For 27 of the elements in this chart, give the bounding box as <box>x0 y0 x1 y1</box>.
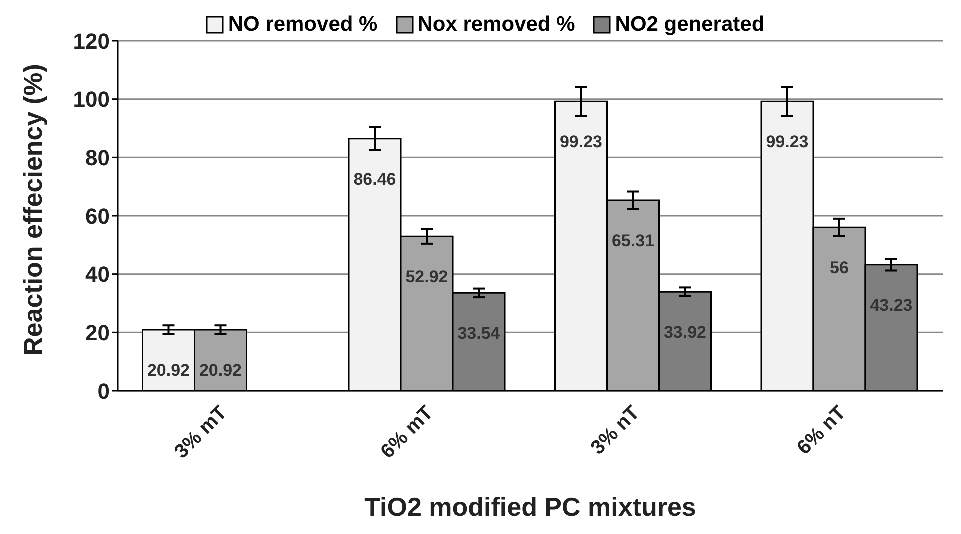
legend-label: NO2 generated <box>615 13 765 37</box>
x-tick-label: 6% mT <box>376 402 438 464</box>
y-axis-title: Reaction effeciency (%) <box>18 64 48 356</box>
y-tick-label: 0 <box>98 378 110 404</box>
x-tick-label: 3% nT <box>587 402 644 460</box>
data-label: 20.92 <box>147 361 190 380</box>
data-label: 33.92 <box>664 323 707 342</box>
x-tick-label: 3% mT <box>170 402 232 464</box>
data-label: 99.23 <box>766 132 809 152</box>
legend-label: NO removed % <box>228 13 378 37</box>
data-label: 52.92 <box>406 268 448 287</box>
x-tick-label: 6% nT <box>793 402 850 460</box>
data-label: 65.31 <box>612 232 655 251</box>
y-tick-label: 20 <box>86 320 110 346</box>
data-label: 99.23 <box>560 132 603 152</box>
data-label: 33.54 <box>458 324 501 344</box>
y-tick-label: 40 <box>86 262 110 288</box>
y-tick-label: 60 <box>86 204 110 229</box>
data-label: 86.46 <box>354 170 396 189</box>
data-label: 20.92 <box>199 361 242 380</box>
x-axis-title: TiO2 modified PC mixtures <box>364 492 696 522</box>
y-tick-label: 120 <box>73 28 110 54</box>
data-label: 43.23 <box>870 296 913 315</box>
y-tick-label: 100 <box>73 87 110 112</box>
y-tick-label: 80 <box>86 145 110 170</box>
legend-label: Nox removed % <box>418 13 576 37</box>
data-label: 56 <box>830 258 849 278</box>
